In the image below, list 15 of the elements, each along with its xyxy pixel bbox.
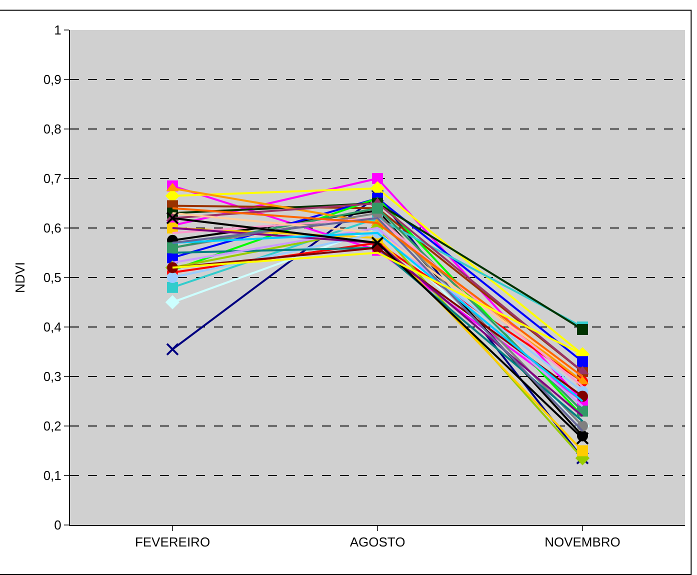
y-tick-label: 0,5 [43, 270, 62, 286]
x-tick-label: FEVEREIRO [134, 534, 210, 550]
y-tick-label: 0,4 [43, 320, 62, 335]
y-tick-label: 0,7 [43, 171, 62, 186]
y-tick-label: 0,3 [43, 369, 62, 384]
x-tick-label: AGOSTO [350, 534, 406, 550]
y-tick-label: 0 [54, 518, 62, 533]
y-axis-title: NDVI [12, 262, 28, 294]
y-tick-label: 0,8 [43, 122, 62, 137]
y-tick-label: 0,1 [43, 468, 62, 484]
x-tick-label: NOVEMBRO [544, 534, 620, 550]
y-tick-label: 1 [54, 22, 62, 38]
y-tick-label: 0,2 [43, 418, 62, 434]
y-tick-label: 0,6 [43, 220, 62, 236]
y-tick-label: 0,9 [43, 72, 62, 88]
